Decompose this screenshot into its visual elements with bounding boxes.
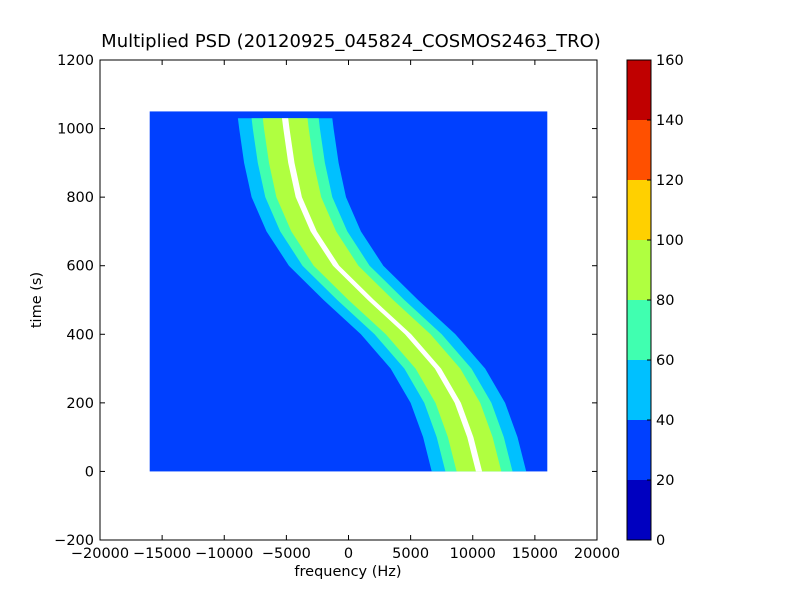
x-tick-label: 10000 bbox=[450, 546, 496, 562]
colorbar: 0 20 40 60 80 100 120 140 160 bbox=[626, 53, 684, 549]
y-tick-label: 800 bbox=[66, 190, 94, 206]
x-tick-label: 20000 bbox=[574, 546, 620, 562]
x-tick-label: −5000 bbox=[262, 546, 311, 562]
colorbar-segment bbox=[627, 420, 651, 480]
y-tick-label: 1200 bbox=[57, 53, 94, 69]
y-tick-label: 400 bbox=[66, 327, 94, 343]
signal-layer bbox=[237, 118, 527, 472]
colorbar-tick-label: 120 bbox=[656, 173, 684, 189]
x-tick-label: 15000 bbox=[512, 546, 558, 562]
signal-band-2 bbox=[262, 118, 502, 472]
y-tick-label: 0 bbox=[85, 464, 94, 480]
colorbar-segment bbox=[627, 60, 651, 120]
y-tick-label: 1000 bbox=[57, 122, 94, 138]
plot-area: −20000 −15000 −10000 −5000 0 5000 10000 15000 20… bbox=[54, 53, 620, 562]
x-axis-label: frequency (Hz) bbox=[294, 564, 401, 580]
colorbar-segment bbox=[627, 180, 651, 240]
colorbar-segment bbox=[627, 120, 651, 180]
colorbar-segment bbox=[627, 480, 651, 540]
colorbar-tick-label: 80 bbox=[656, 293, 674, 309]
y-axis-label: time (s) bbox=[29, 272, 45, 328]
x-tick-label: 0 bbox=[344, 546, 353, 562]
x-axis: −20000 −15000 −10000 −5000 0 5000 10000 15000 20… bbox=[71, 60, 620, 562]
y-axis: −200 0 200 400 600 800 1000 1200 bbox=[54, 53, 597, 549]
colorbar-segment bbox=[627, 360, 651, 420]
y-tick-label: 600 bbox=[66, 259, 94, 275]
colorbar-segment bbox=[627, 300, 651, 360]
x-tick-label: 5000 bbox=[392, 546, 429, 562]
x-tick-label: −15000 bbox=[133, 546, 191, 562]
colorbar-tick-label: 160 bbox=[656, 53, 684, 69]
colorbar-tick-label: 40 bbox=[656, 413, 674, 429]
colorbar-tick-label: 100 bbox=[656, 233, 684, 249]
y-tick-label: −200 bbox=[54, 533, 94, 549]
chart-title: Multiplied PSD (20120925_045824_COSMOS24… bbox=[101, 31, 601, 52]
x-tick-label: −20000 bbox=[71, 546, 129, 562]
y-tick-label: 200 bbox=[66, 396, 94, 412]
colorbar-tick-label: 0 bbox=[656, 533, 665, 549]
colorbar-tick-label: 140 bbox=[656, 113, 684, 129]
colorbar-tick-label: 20 bbox=[656, 473, 674, 489]
colorbar-tick-label: 60 bbox=[656, 353, 674, 369]
x-tick-label: −10000 bbox=[195, 546, 253, 562]
colorbar-segment bbox=[627, 240, 651, 300]
